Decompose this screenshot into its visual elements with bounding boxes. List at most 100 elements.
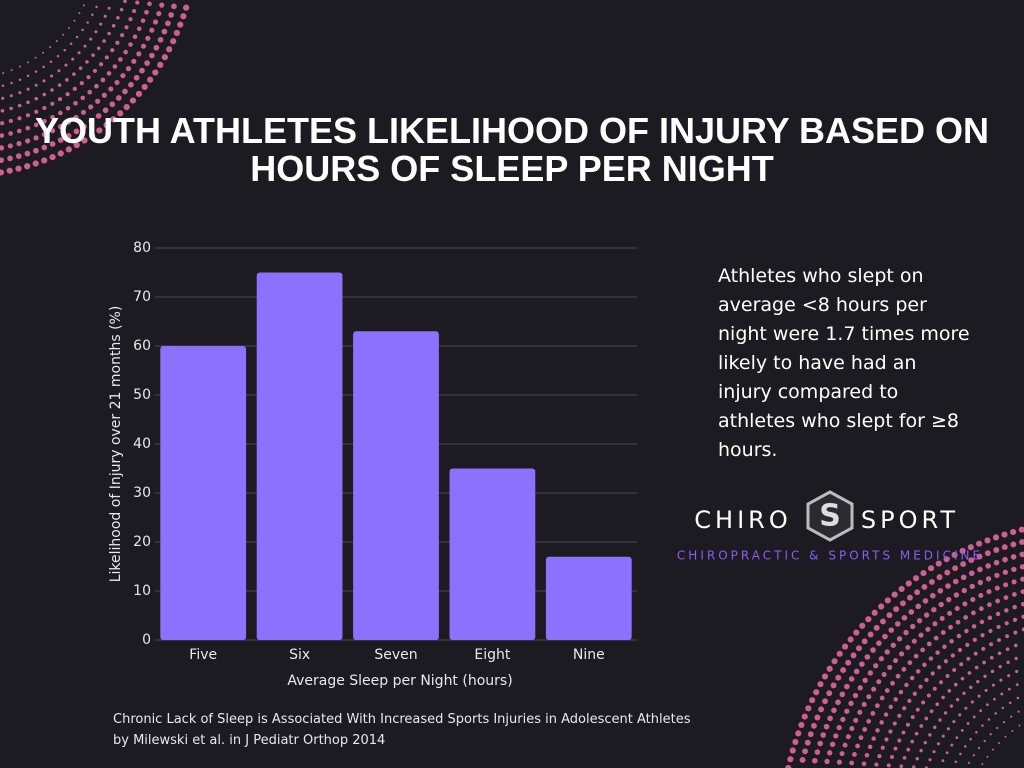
decor-dot bbox=[890, 680, 895, 686]
decor-dot bbox=[1020, 589, 1024, 595]
decor-dot bbox=[933, 725, 937, 730]
decor-dot bbox=[1002, 720, 1006, 724]
decor-dot bbox=[100, 77, 106, 83]
decor-dot bbox=[173, 29, 181, 37]
decor-dot bbox=[907, 594, 913, 601]
decor-dot bbox=[87, 89, 93, 95]
decor-dot bbox=[0, 157, 5, 164]
decor-dot bbox=[785, 764, 792, 768]
decor-dot bbox=[1008, 701, 1012, 705]
decor-dot bbox=[1004, 621, 1009, 626]
decor-dot bbox=[115, 95, 122, 101]
decor-dot bbox=[989, 642, 994, 647]
decor-dot bbox=[57, 137, 64, 143]
decor-dot bbox=[73, 100, 78, 106]
decor-dot bbox=[72, 86, 77, 91]
decor-dot bbox=[867, 670, 873, 676]
decor-dot bbox=[64, 63, 68, 67]
decor-dot bbox=[81, 137, 88, 144]
decor-dot bbox=[944, 569, 951, 576]
decor-dot bbox=[41, 144, 48, 151]
y-tick-label: 50 bbox=[133, 387, 151, 403]
decor-dot bbox=[802, 748, 808, 755]
decor-dot bbox=[893, 606, 900, 613]
decor-dot bbox=[845, 734, 851, 740]
decor-dot bbox=[960, 729, 964, 732]
decor-dot bbox=[886, 763, 891, 768]
decor-dot bbox=[967, 671, 972, 675]
decor-dot bbox=[920, 647, 926, 653]
decor-dot bbox=[96, 127, 103, 134]
decor-dot bbox=[966, 656, 971, 661]
decor-dot bbox=[813, 689, 820, 696]
decor-dot bbox=[1005, 647, 1010, 652]
decor-dot bbox=[65, 133, 72, 139]
decor-dot bbox=[959, 662, 964, 667]
decor-dot bbox=[833, 733, 839, 739]
decor-dot bbox=[116, 16, 120, 20]
decor-dot bbox=[940, 630, 946, 635]
decor-dot bbox=[874, 762, 879, 767]
decor-dot bbox=[168, 12, 174, 18]
decor-dot bbox=[893, 697, 898, 702]
decor-dot bbox=[123, 103, 130, 111]
decor-dot bbox=[835, 674, 842, 681]
decor-dot bbox=[878, 603, 885, 610]
decor-dot bbox=[979, 619, 985, 625]
decor-dot bbox=[63, 48, 67, 52]
decor-dot bbox=[55, 40, 58, 43]
decor-dot bbox=[1018, 526, 1024, 533]
decor-dot bbox=[0, 133, 5, 138]
decor-dot bbox=[950, 743, 954, 747]
decor-dot bbox=[935, 650, 940, 655]
decor-dot bbox=[131, 58, 137, 64]
decor-dot bbox=[970, 597, 976, 603]
decor-dot bbox=[135, 90, 143, 97]
decor-dot bbox=[870, 711, 876, 716]
decor-dot bbox=[34, 56, 37, 59]
decor-dot bbox=[969, 685, 973, 690]
decor-dot bbox=[876, 679, 882, 685]
decor-dot bbox=[7, 143, 13, 149]
decor-dot bbox=[888, 704, 893, 710]
decor-dot bbox=[152, 19, 159, 25]
logo-badge bbox=[806, 490, 854, 542]
decor-dot bbox=[1016, 696, 1020, 700]
decor-dot bbox=[1021, 627, 1024, 632]
decor-dot bbox=[943, 659, 949, 664]
decor-dot bbox=[986, 589, 992, 595]
decor-dot bbox=[961, 587, 967, 594]
decor-dot bbox=[898, 689, 904, 695]
decor-dot bbox=[34, 109, 39, 114]
decor-dot bbox=[897, 738, 902, 743]
decor-dot bbox=[114, 79, 120, 86]
decor-dot bbox=[955, 736, 959, 740]
decor-dot bbox=[928, 758, 932, 762]
decor-dot bbox=[103, 121, 110, 129]
decor-dot bbox=[912, 765, 916, 768]
decor-dot bbox=[6, 167, 13, 174]
decor-dot bbox=[946, 596, 952, 603]
decor-dot bbox=[945, 583, 951, 589]
decor-dot bbox=[862, 727, 868, 732]
decor-dot bbox=[835, 699, 841, 706]
logo-right: SPORT bbox=[861, 506, 959, 534]
decor-dot bbox=[1013, 643, 1018, 648]
decor-dot bbox=[128, 81, 134, 88]
decor-dot bbox=[1011, 729, 1014, 732]
decor-dot bbox=[83, 44, 87, 48]
decor-dot bbox=[873, 624, 880, 631]
decor-dot bbox=[124, 25, 129, 30]
decor-dot bbox=[971, 610, 976, 616]
decor-dot bbox=[977, 746, 981, 750]
y-tick-label: 70 bbox=[133, 289, 151, 305]
decor-dot bbox=[995, 611, 1001, 617]
decor-dot bbox=[976, 540, 983, 547]
decor-dot bbox=[101, 92, 107, 98]
decor-dot bbox=[0, 121, 5, 126]
decor-dot bbox=[1015, 683, 1019, 687]
decor-dot bbox=[817, 681, 824, 688]
decor-dot bbox=[1001, 706, 1005, 710]
decor-dot bbox=[945, 673, 950, 678]
decor-dot bbox=[1011, 566, 1017, 573]
